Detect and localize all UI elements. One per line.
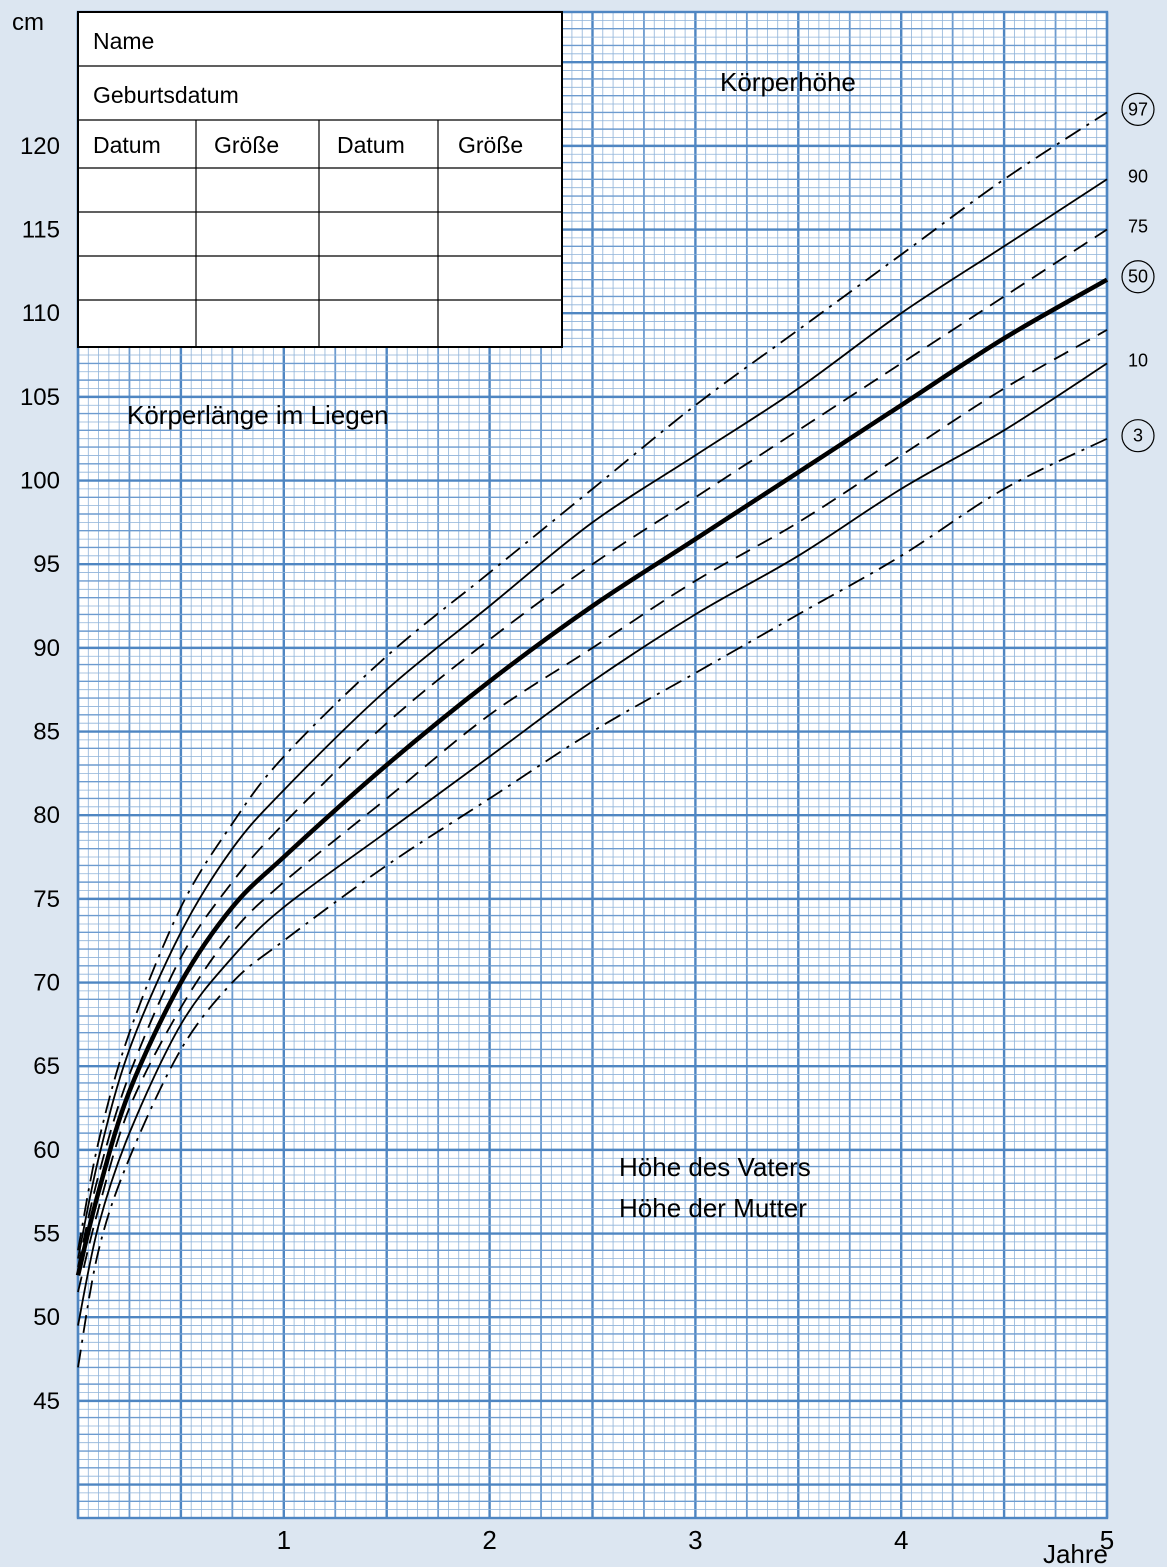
y-tick-label: 120 — [20, 133, 60, 160]
y-tick-label: 65 — [33, 1053, 60, 1080]
percentile-label-circle — [1121, 419, 1155, 453]
percentile-label-p90: 90 — [1128, 166, 1148, 186]
y-axis-unit-label: cm — [12, 9, 44, 36]
form-box — [77, 11, 563, 348]
percentile-curve-p3 — [77, 437, 1108, 1368]
table-header-groesse: Größe — [214, 132, 279, 158]
form-name-label: Name — [93, 28, 154, 54]
y-tick-label: 60 — [33, 1137, 60, 1164]
percentile-label-p3: 3 — [1133, 426, 1143, 446]
table-header-groesse: Größe — [458, 132, 523, 158]
percentile-label-circle — [1121, 260, 1155, 294]
percentile-curve-unlabeled-4 — [77, 329, 1108, 1293]
y-tick-label: 105 — [20, 384, 60, 411]
y-tick-label: 100 — [20, 468, 60, 495]
annotation-mother-height: Höhe der Mutter — [619, 1193, 807, 1223]
annotation-koerperlaenge: Körperlänge im Liegen — [127, 400, 389, 430]
percentile-label-p75: 75 — [1128, 217, 1148, 237]
annotation-father-height: Höhe des Vaters — [619, 1152, 811, 1182]
y-tick-label: 45 — [33, 1388, 60, 1415]
x-tick-label: 5 — [1100, 1525, 1114, 1555]
y-tick-label: 95 — [33, 551, 60, 578]
measurement-table: Datum Größe Datum Größe — [78, 120, 562, 347]
annotations: Körperhöhe Körperlänge im Liegen Höhe de… — [127, 67, 856, 1223]
x-tick-label: 1 — [277, 1525, 291, 1555]
x-tick-label: 2 — [482, 1525, 496, 1555]
y-tick-label: 80 — [33, 802, 60, 829]
y-tick-label: 110 — [22, 300, 60, 327]
annotation-koerperhoehe: Körperhöhe — [720, 67, 856, 97]
percentile-curve-p97 — [77, 111, 1108, 1251]
y-tick-label: 50 — [33, 1304, 60, 1331]
table-header-datum: Datum — [93, 132, 161, 158]
percentile-curve-p90 — [77, 178, 1108, 1259]
axes: cm Jahre 4550556065707580859095100105110… — [12, 9, 1114, 1567]
plot-border — [76, 10, 1109, 1520]
percentile-label-p50: 50 — [1128, 267, 1148, 287]
percentile-curves: 97 90 75 50 10 3 — [75, 92, 1155, 1368]
percentile-label-p10: 10 — [1128, 350, 1148, 370]
y-tick-label: 70 — [33, 970, 60, 997]
form-birthdate-label: Geburtsdatum — [93, 82, 239, 108]
percentile-curve-p10 — [77, 362, 1108, 1326]
x-tick-label: 4 — [894, 1525, 908, 1555]
y-tick-label: 75 — [33, 886, 60, 913]
y-tick-label: 90 — [33, 635, 60, 662]
percentile-curve-p75 — [77, 228, 1108, 1268]
table-header-datum: Datum — [337, 132, 405, 158]
percentile-label-p97: 97 — [1128, 99, 1148, 119]
percentile-label-circle — [1121, 92, 1155, 127]
x-tick-label: 3 — [688, 1525, 702, 1555]
patient-form: Name Geburtsdatum Datum Größe Datum Größe — [77, 11, 563, 348]
y-tick-label: 115 — [22, 217, 60, 244]
y-tick-label: 85 — [33, 719, 60, 746]
x-axis-unit-label: Jahre — [1043, 1539, 1108, 1567]
y-tick-label: 55 — [33, 1221, 60, 1248]
percentile-curve-p50 — [75, 277, 1109, 1276]
